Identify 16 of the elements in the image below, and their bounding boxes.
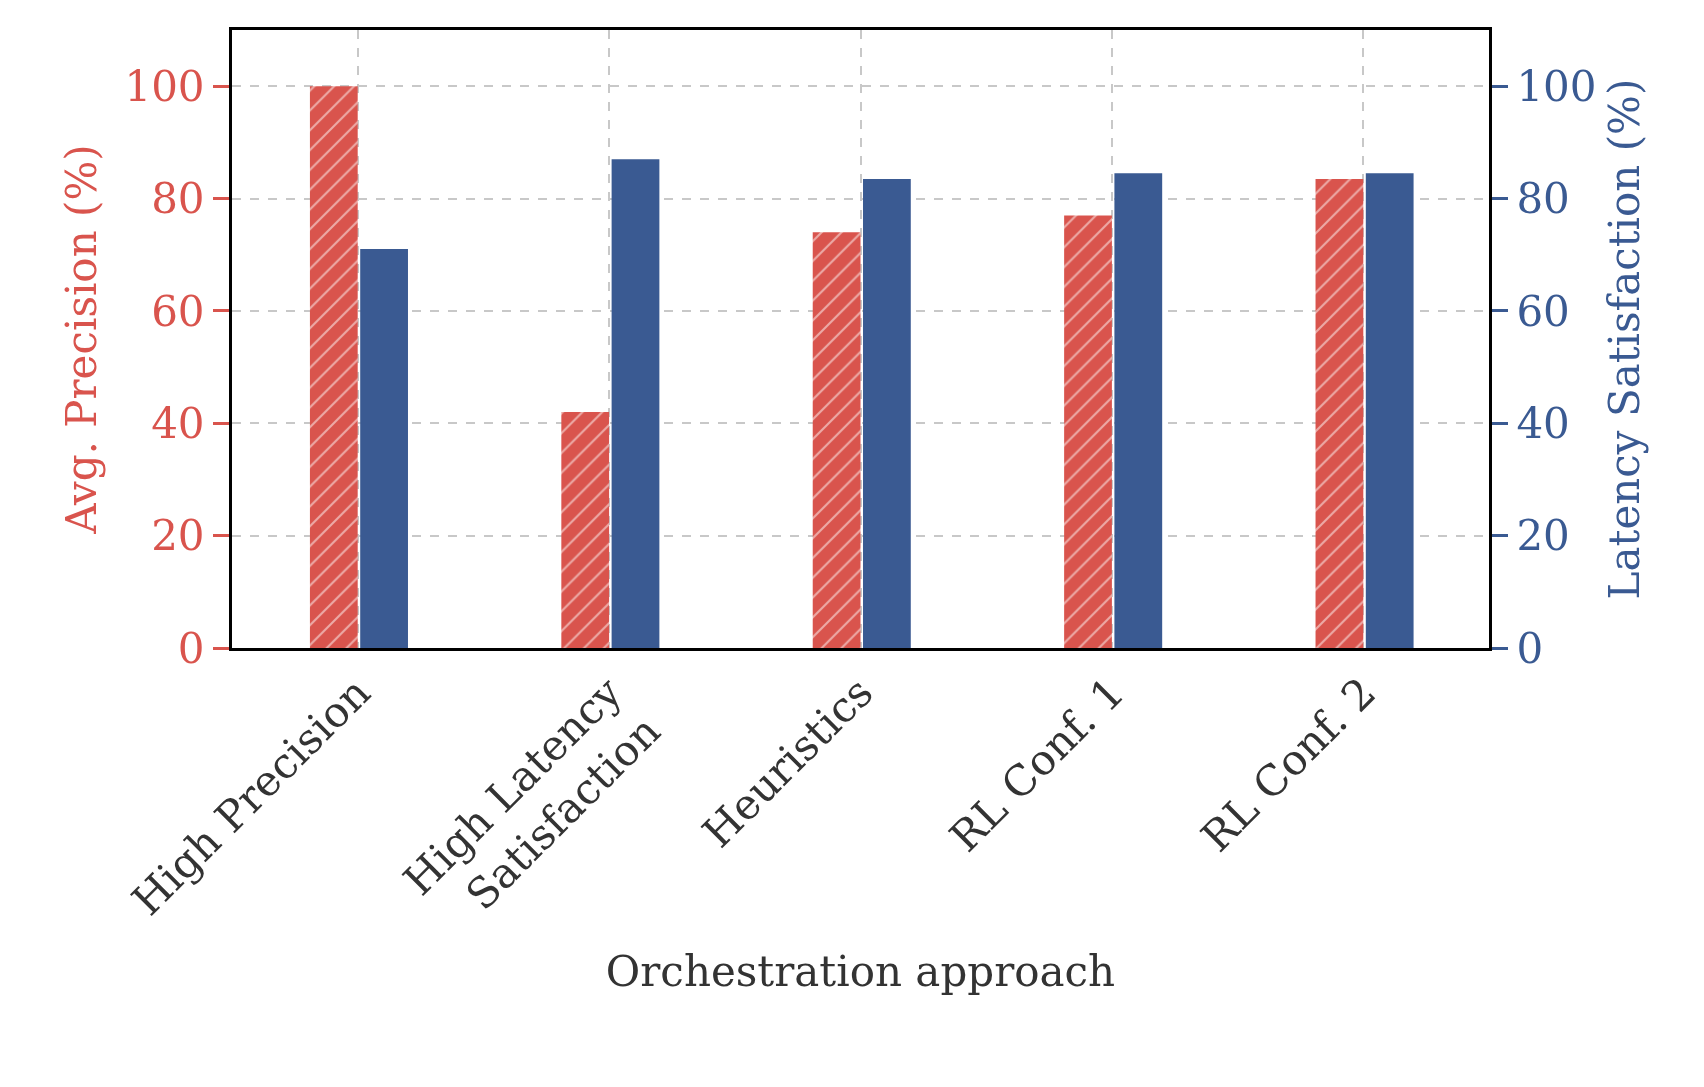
y-tick-label: 60 <box>151 286 205 336</box>
y2-tick-label: 0 <box>1516 623 1544 673</box>
y-axis-title: Avg. Precision (%) <box>57 144 107 535</box>
y2-tick-label: 100 <box>1516 61 1597 111</box>
y2-tick-label: 60 <box>1516 286 1570 336</box>
y-tick-label: 0 <box>177 623 205 673</box>
x-axis-title: Orchestration approach <box>605 947 1116 997</box>
y2-tick-label: 80 <box>1516 174 1570 224</box>
y-tick-label: 100 <box>124 61 205 111</box>
y2-axis-title: Latency Satisfaction (%) <box>1600 78 1650 600</box>
y2-tick-label: 20 <box>1516 511 1570 561</box>
y2-tick-label: 40 <box>1516 398 1570 448</box>
y-tick-label: 20 <box>151 511 205 561</box>
bar <box>611 159 660 648</box>
y-tick-label: 40 <box>151 398 205 448</box>
y-tick-label: 80 <box>151 174 205 224</box>
